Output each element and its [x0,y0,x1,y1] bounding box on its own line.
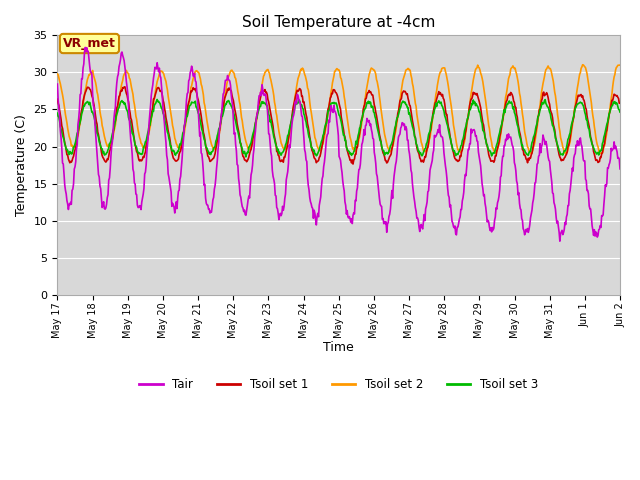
Y-axis label: Temperature (C): Temperature (C) [15,114,28,216]
Title: Soil Temperature at -4cm: Soil Temperature at -4cm [242,15,435,30]
X-axis label: Time: Time [323,341,354,354]
Legend: Tair, Tsoil set 1, Tsoil set 2, Tsoil set 3: Tair, Tsoil set 1, Tsoil set 2, Tsoil se… [134,373,543,396]
Text: VR_met: VR_met [63,37,116,50]
